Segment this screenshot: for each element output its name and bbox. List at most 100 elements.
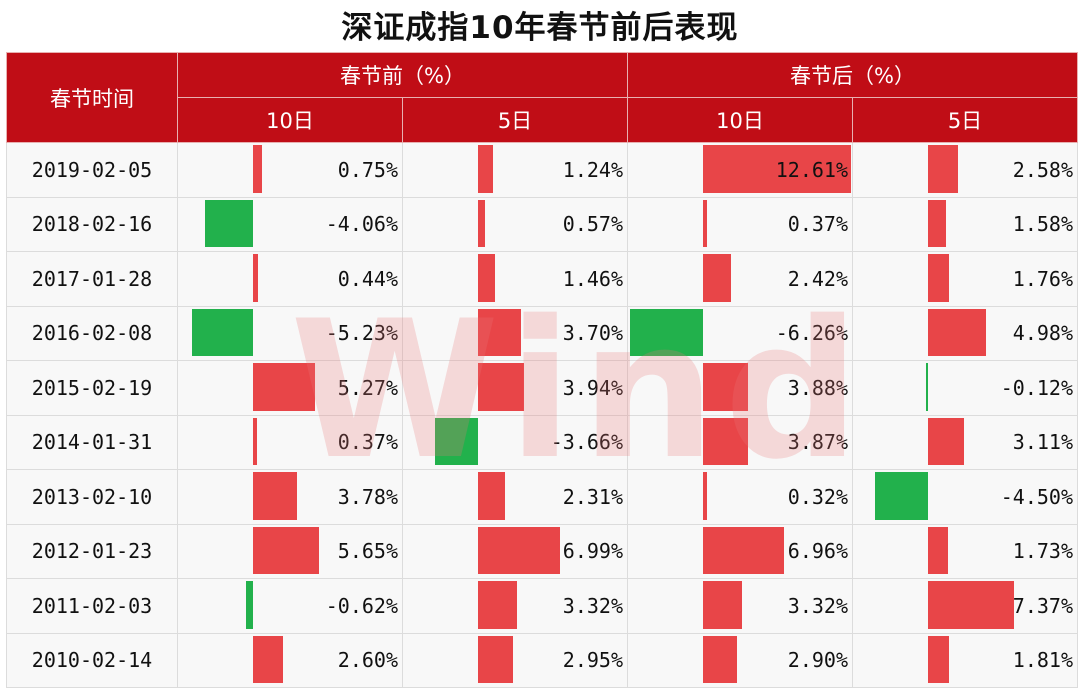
table-row: 2019-02-05 0.75% 1.24% 12.61% 2.58%	[6, 142, 1078, 198]
negative-bar	[205, 199, 253, 247]
positive-bar	[703, 199, 708, 247]
value-cell: -0.62%	[177, 578, 403, 634]
table-row: 2013-02-10 3.78% 2.31% 0.32% -4.50%	[6, 469, 1078, 525]
value-label: 4.98%	[1012, 321, 1073, 346]
value-cell: 3.32%	[627, 578, 853, 634]
value-cell: 0.32%	[627, 469, 853, 525]
value-label: 0.44%	[337, 266, 398, 291]
date-cell: 2016-02-08	[6, 305, 178, 361]
negative-bar	[191, 308, 253, 356]
header-before: 春节前（%）	[177, 52, 628, 98]
table-row: 2015-02-19 5.27% 3.94% 3.88% -0.12%	[6, 360, 1078, 416]
positive-bar	[928, 145, 959, 193]
value-label: 3.32%	[787, 593, 848, 618]
value-cell: 1.76%	[852, 251, 1078, 307]
table-row: 2011-02-03 -0.62% 3.32% 3.32% 7.37%	[6, 578, 1078, 634]
value-label: 3.87%	[787, 430, 848, 455]
positive-bar	[928, 417, 965, 465]
positive-bar	[703, 363, 749, 411]
positive-bar	[253, 635, 284, 683]
value-label: 0.37%	[787, 212, 848, 237]
positive-bar	[253, 526, 320, 574]
positive-bar	[703, 145, 851, 193]
value-cell: -5.23%	[177, 305, 403, 361]
value-label: 5.27%	[337, 375, 398, 400]
value-label: 0.75%	[337, 157, 398, 182]
value-cell: 2.95%	[402, 632, 628, 688]
value-label: -4.50%	[1000, 484, 1073, 509]
value-label: 2.95%	[562, 648, 623, 673]
value-cell: -4.06%	[177, 196, 403, 252]
value-label: -0.12%	[1000, 375, 1073, 400]
positive-bar	[478, 145, 493, 193]
value-label: 6.99%	[562, 539, 623, 564]
value-label: 2.31%	[562, 484, 623, 509]
header-after-10d: 10日	[627, 97, 853, 143]
value-cell: 3.70%	[402, 305, 628, 361]
value-cell: 3.87%	[627, 414, 853, 470]
value-label: 1.58%	[1012, 212, 1073, 237]
value-cell: 1.24%	[402, 142, 628, 198]
table-row: 2014-01-31 0.37% -3.66% 3.87% 3.11%	[6, 414, 1078, 470]
value-cell: 0.57%	[402, 196, 628, 252]
value-label: 12.61%	[775, 157, 848, 182]
value-cell: 1.73%	[852, 523, 1078, 579]
positive-bar	[928, 308, 987, 356]
value-cell: 3.88%	[627, 360, 853, 416]
value-cell: 3.32%	[402, 578, 628, 634]
positive-bar	[928, 254, 949, 302]
value-label: 3.32%	[562, 593, 623, 618]
value-cell: 2.31%	[402, 469, 628, 525]
value-cell: 3.11%	[852, 414, 1078, 470]
date-cell: 2012-01-23	[6, 523, 178, 579]
value-label: -4.06%	[325, 212, 398, 237]
date-cell: 2015-02-19	[6, 360, 178, 416]
value-cell: 1.81%	[852, 632, 1078, 688]
positive-bar	[703, 526, 785, 574]
header-before-5d: 5日	[402, 97, 628, 143]
positive-bar	[253, 363, 315, 411]
value-cell: 3.94%	[402, 360, 628, 416]
value-cell: 12.61%	[627, 142, 853, 198]
value-label: 2.42%	[787, 266, 848, 291]
value-label: 0.32%	[787, 484, 848, 509]
positive-bar	[928, 581, 1015, 629]
value-label: 3.94%	[562, 375, 623, 400]
value-cell: 2.42%	[627, 251, 853, 307]
value-cell: -3.66%	[402, 414, 628, 470]
positive-bar	[478, 526, 560, 574]
header-after-5d: 5日	[852, 97, 1078, 143]
value-cell: 2.90%	[627, 632, 853, 688]
value-label: 2.58%	[1012, 157, 1073, 182]
value-label: 3.70%	[562, 321, 623, 346]
value-cell: 0.37%	[177, 414, 403, 470]
performance-table: 春节时间 春节前（%） 春节后（%） 10日 5日 10日 5日 2019-02…	[6, 52, 1078, 688]
value-cell: 5.27%	[177, 360, 403, 416]
value-label: -3.66%	[550, 430, 623, 455]
positive-bar	[478, 363, 525, 411]
positive-bar	[478, 472, 506, 520]
value-cell: 3.78%	[177, 469, 403, 525]
value-cell: -0.12%	[852, 360, 1078, 416]
value-label: 3.88%	[787, 375, 848, 400]
header-after: 春节后（%）	[627, 52, 1078, 98]
date-cell: 2017-01-28	[6, 251, 178, 307]
value-cell: 4.98%	[852, 305, 1078, 361]
negative-bar	[875, 472, 928, 520]
header-date: 春节时间	[6, 52, 178, 143]
value-label: 1.24%	[562, 157, 623, 182]
value-label: 1.76%	[1012, 266, 1073, 291]
positive-bar	[253, 472, 298, 520]
value-label: 0.57%	[562, 212, 623, 237]
table-title: 深证成指10年春节前后表现	[341, 10, 739, 46]
table-row: 2017-01-28 0.44% 1.46% 2.42% 1.76%	[6, 251, 1078, 307]
positive-bar	[478, 635, 513, 683]
value-label: 6.96%	[787, 539, 848, 564]
value-label: 1.46%	[562, 266, 623, 291]
table-row: 2016-02-08 -5.23% 3.70% -6.26% 4.98%	[6, 305, 1078, 361]
value-cell: -4.50%	[852, 469, 1078, 525]
value-label: 3.78%	[337, 484, 398, 509]
negative-bar	[926, 363, 928, 411]
positive-bar	[703, 472, 707, 520]
negative-bar	[245, 581, 253, 629]
